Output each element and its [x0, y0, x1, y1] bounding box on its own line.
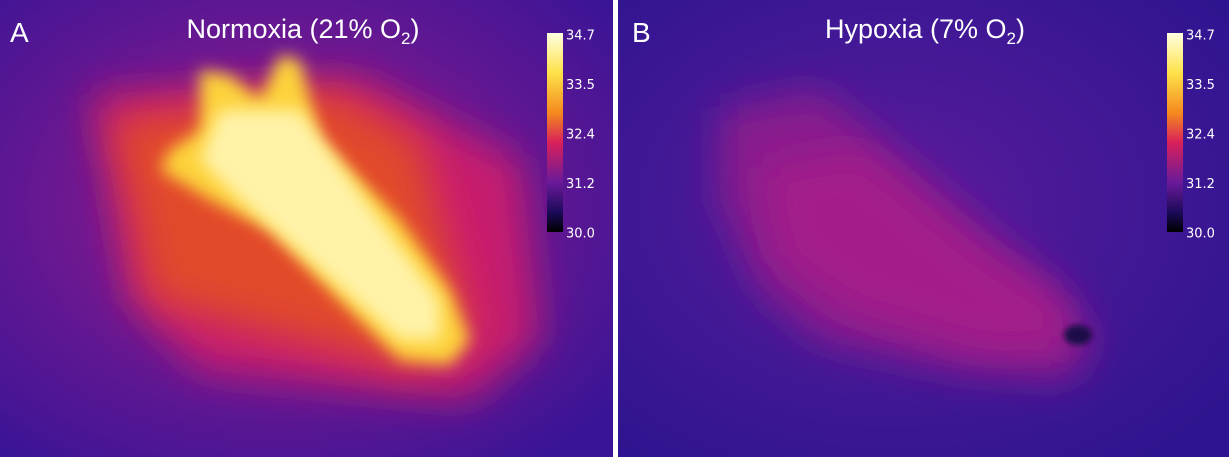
colorbar-tick-label: 32.4 — [1186, 128, 1215, 143]
colorbar-tick-label: 31.2 — [566, 177, 595, 192]
title-text: ) — [411, 14, 420, 44]
colorbar-tick-label: 32.4 — [566, 128, 595, 143]
panel-label: A — [10, 17, 29, 48]
colorbar-tick-label: 33.5 — [1186, 78, 1215, 93]
panel-title: Normoxia (21% O2) — [186, 14, 419, 48]
title-text: ) — [1016, 14, 1025, 44]
colorbar-tick-label: 30.0 — [566, 227, 595, 242]
colorbar — [1167, 33, 1183, 232]
colorbar-tick-label: 33.5 — [566, 78, 595, 93]
colorbar-tick-label: 30.0 — [1186, 227, 1215, 242]
title-subscript: 2 — [401, 29, 410, 48]
panel-title: Hypoxia (7% O2) — [825, 14, 1025, 48]
colorbar — [547, 33, 563, 232]
thermal-image-a — [0, 0, 613, 457]
colorbar-tick-label: 34.7 — [566, 29, 595, 44]
thermal-image-b — [618, 0, 1229, 457]
title-text: Normoxia (21% O — [186, 14, 401, 44]
panel-label: B — [632, 17, 651, 48]
colorbar-tick-label: 31.2 — [1186, 177, 1215, 192]
figure: A B Normoxia (21% O2) Hypoxia (7% O2) 34… — [0, 0, 1229, 457]
title-subscript: 2 — [1007, 29, 1016, 48]
divider — [613, 0, 618, 457]
title-text: Hypoxia (7% O — [825, 14, 1007, 44]
colorbar-tick-label: 34.7 — [1186, 29, 1215, 44]
